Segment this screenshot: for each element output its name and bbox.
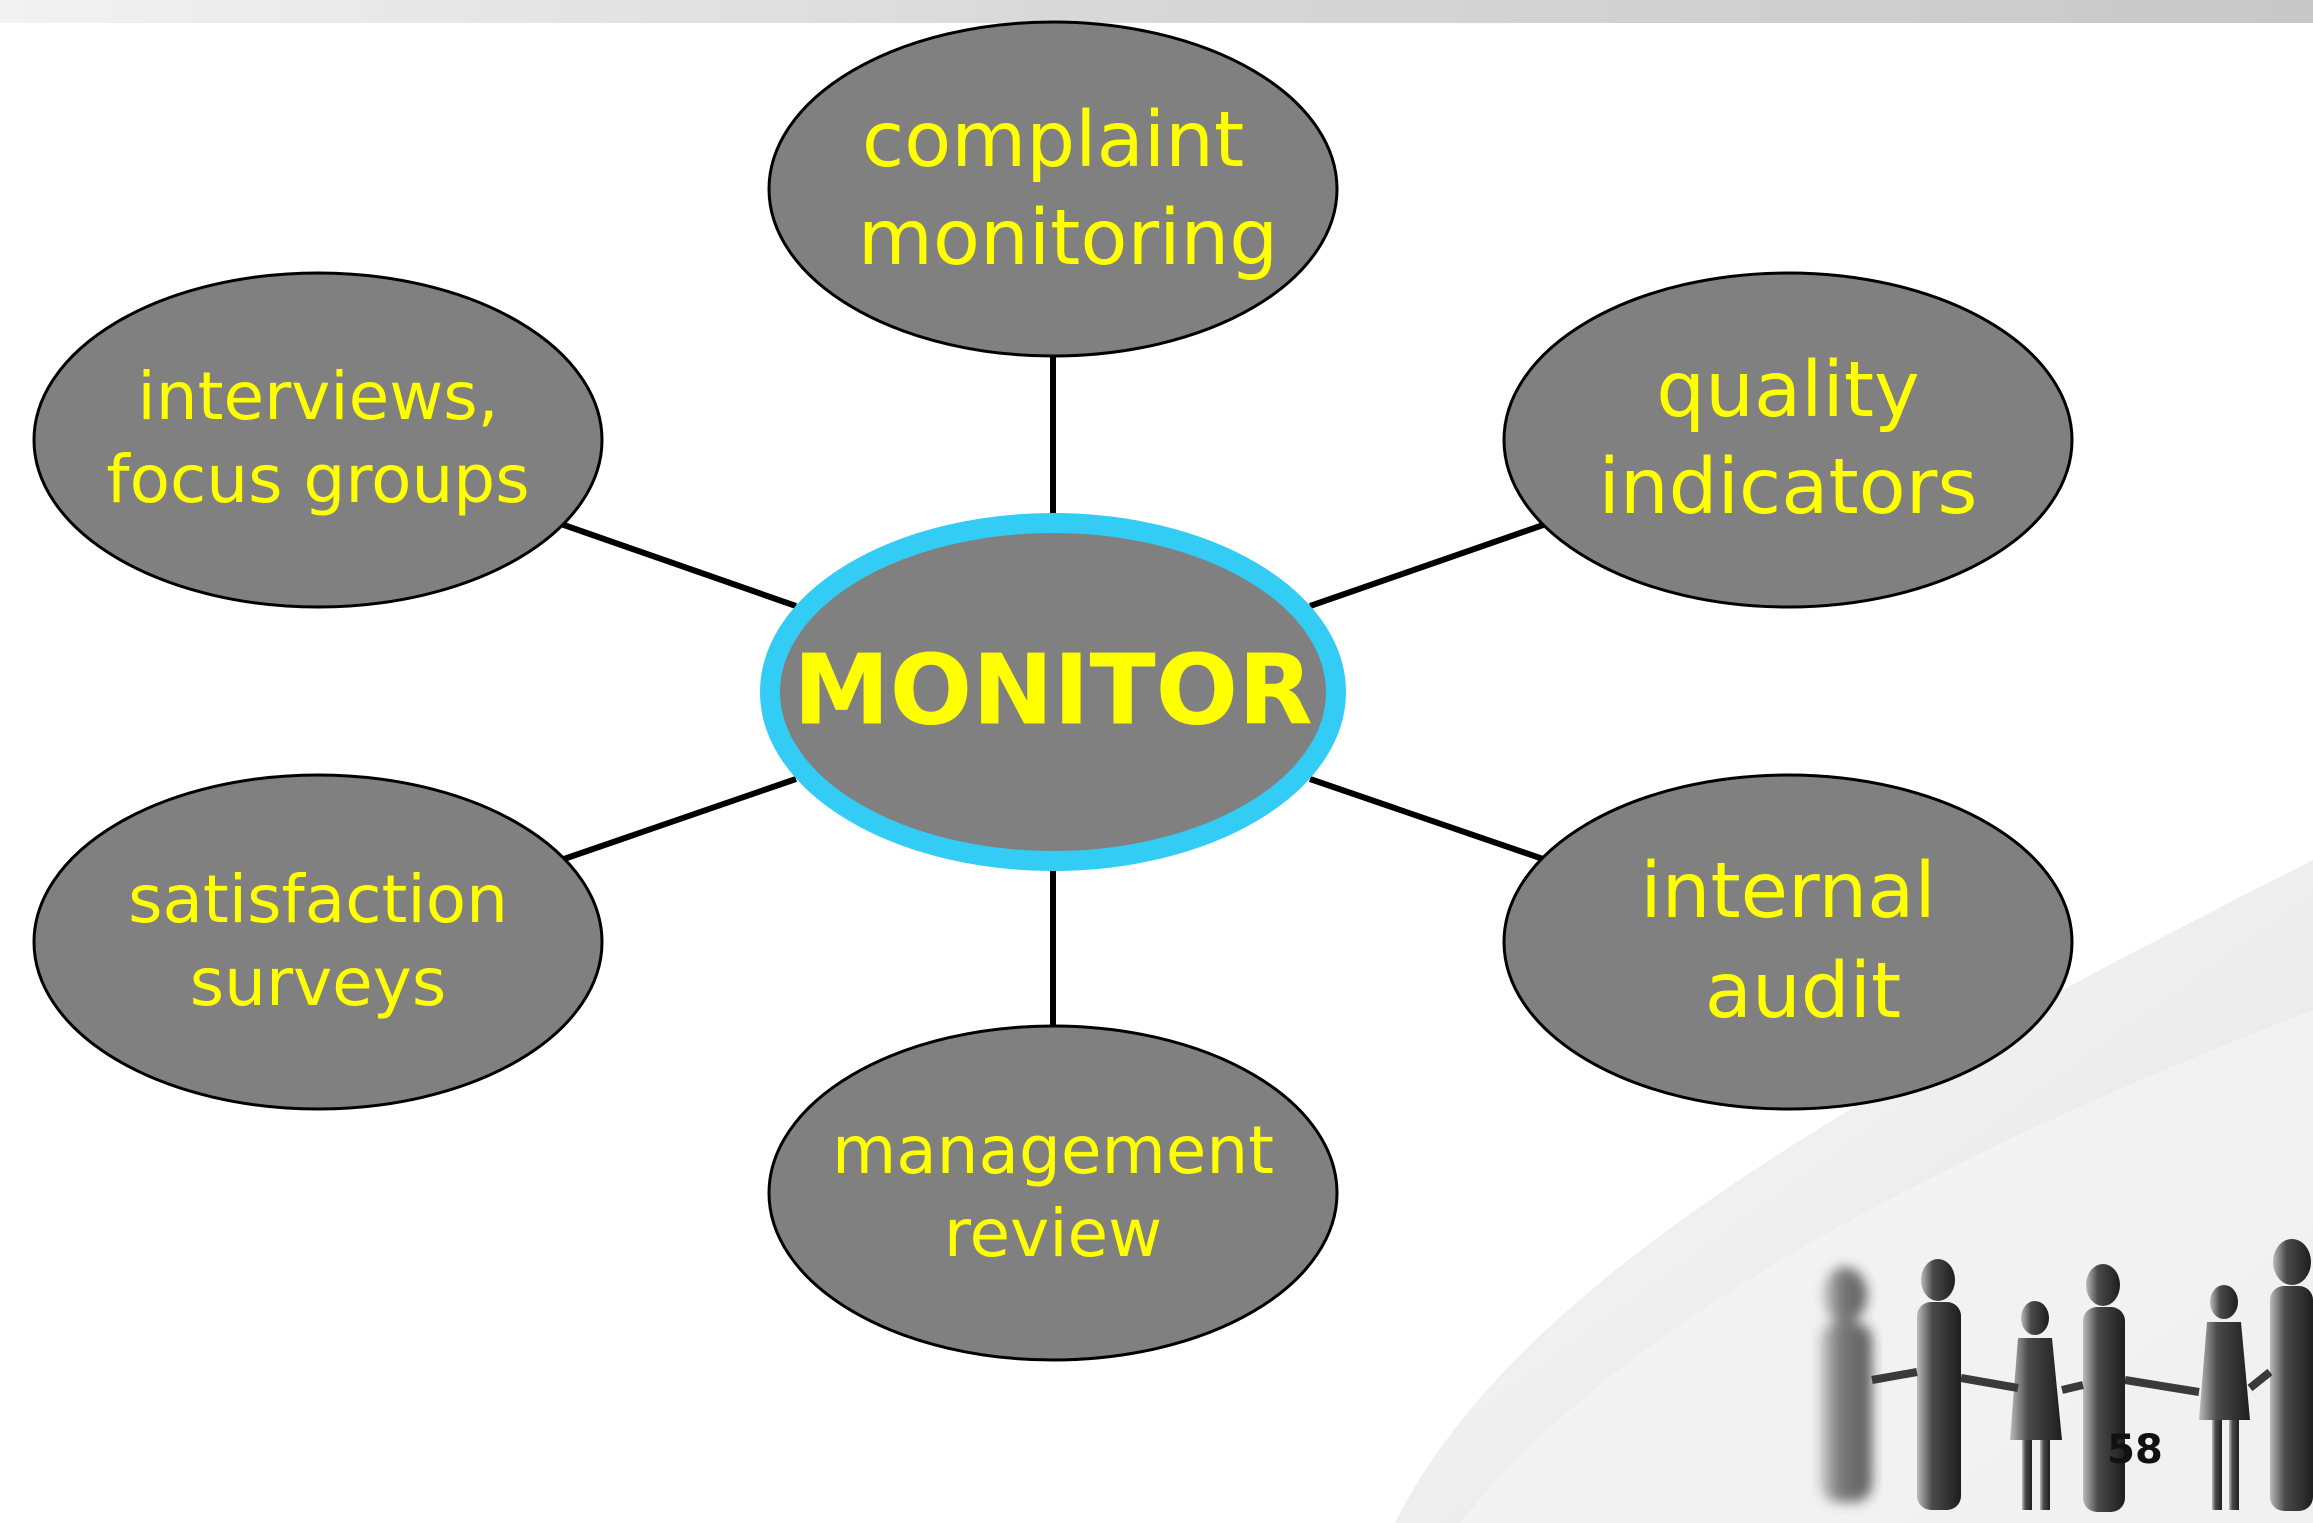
node-shape [767, 1024, 1339, 1362]
connector-quality-indicators [1309, 521, 1547, 609]
node-interviews-focus-groups: interviews, focus groups [32, 271, 604, 609]
node-label: audit [1705, 947, 1901, 1036]
node-shape [32, 271, 604, 609]
node-label: focus groups [106, 441, 529, 518]
page-number: 58 [2107, 1427, 2163, 1473]
connectors [560, 356, 1547, 1027]
top-gradient-band [0, 0, 2313, 23]
node-complaint-monitoring: complaint monitoring [767, 20, 1339, 358]
connector-satisfaction-surveys [560, 776, 797, 863]
node-label: complaint [862, 96, 1244, 185]
node-label: interviews, [137, 358, 498, 435]
node-label: satisfaction [128, 861, 508, 938]
connector-internal-audit [1309, 776, 1547, 863]
node-shape [32, 773, 604, 1111]
connector-interviews-focus-groups [560, 521, 797, 609]
node-internal-audit: internal audit [1502, 773, 2074, 1111]
node-label: monitoring [858, 194, 1278, 283]
node-shape [1502, 271, 2074, 609]
node-label: indicators [1598, 443, 1977, 532]
node-satisfaction-surveys: satisfaction surveys [32, 773, 604, 1111]
node-label: management [832, 1112, 1274, 1189]
node-label: surveys [190, 944, 446, 1021]
center-node-monitor: MONITOR [760, 513, 1346, 871]
center-node-ring [760, 513, 1346, 871]
node-shape [767, 20, 1339, 358]
node-quality-indicators: quality indicators [1502, 271, 2074, 609]
center-node-label: MONITOR [793, 633, 1313, 746]
people-silhouette-image [1820, 1239, 2313, 1512]
node-label: review [944, 1195, 1162, 1272]
node-shape [1502, 773, 2074, 1111]
node-label: quality [1656, 346, 1919, 435]
node-management-review: management review [767, 1024, 1339, 1362]
node-label: internal [1640, 847, 1935, 936]
background-decoration [1395, 860, 2313, 1523]
